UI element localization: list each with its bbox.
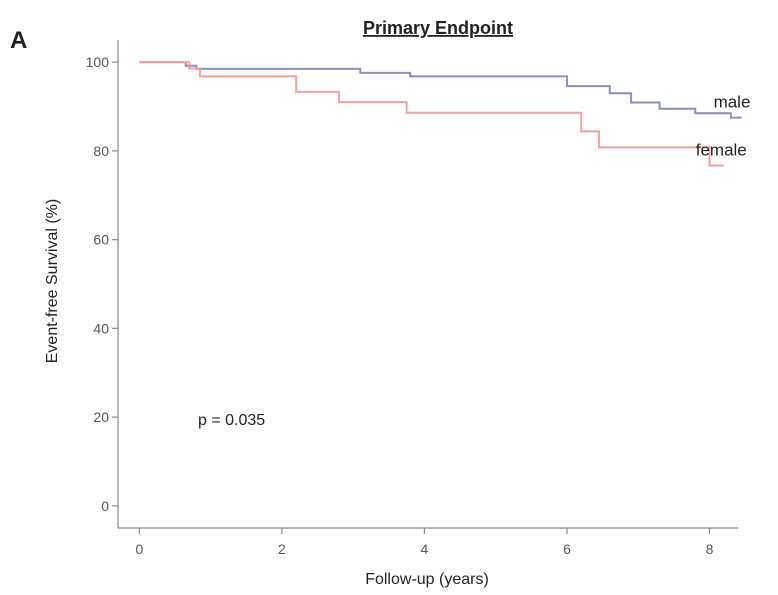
y-tick-label: 80 (93, 143, 109, 159)
x-tick-label: 2 (278, 541, 286, 557)
series-label-female: female (696, 141, 747, 160)
x-tick-label: 0 (135, 541, 143, 557)
series-line-male (139, 61, 742, 119)
y-tick-label: 100 (86, 54, 110, 70)
panel-label: A (10, 27, 27, 54)
x-axis-label: Follow-up (years) (365, 571, 489, 588)
y-axis-label: Event-free Survival (%) (44, 199, 61, 364)
x-tick-label: 8 (706, 541, 714, 557)
y-tick-label: 20 (93, 409, 109, 425)
y-tick-label: 0 (101, 498, 109, 514)
chart-title: Primary Endpoint (363, 18, 513, 38)
x-tick-label: 6 (563, 541, 571, 557)
series-layer: male female (139, 61, 751, 167)
series-label-male: male (714, 93, 751, 112)
series-line-female (139, 61, 724, 167)
y-tick-label: 40 (93, 320, 109, 336)
y-tick-label: 60 (93, 232, 109, 248)
axes: 0 20 40 60 80 100 0 2 4 6 8 (86, 40, 738, 557)
x-tick-label: 4 (421, 541, 429, 557)
p-value-annotation: p = 0.035 (198, 412, 265, 429)
